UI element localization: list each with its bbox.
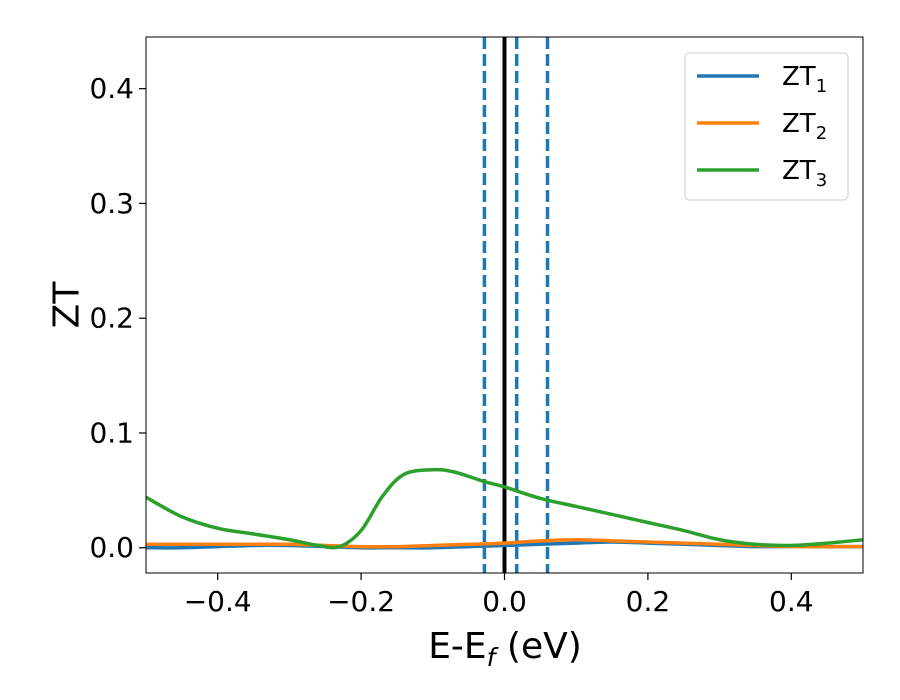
x-tick-label: 0.2 (626, 585, 671, 618)
x-axis-ticks: −0.4 −0.2 0.0 0.2 0.4 (184, 573, 814, 618)
series-line-zt3 (146, 467, 863, 550)
reference-lines (482, 37, 550, 573)
series-lines (146, 467, 863, 550)
y-tick-label: 0.0 (89, 531, 134, 564)
legend-label-zt1: ZT1 (782, 62, 827, 97)
legend-label-zt3: ZT3 (782, 156, 827, 191)
x-tick-label: −0.4 (184, 585, 252, 618)
y-tick-label: 0.4 (89, 72, 134, 105)
y-tick-label: 0.2 (89, 302, 134, 335)
x-axis-label: E-Ef (eV) (428, 626, 582, 672)
x-tick-label: 0.4 (769, 585, 814, 618)
x-tick-label: 0.0 (482, 585, 527, 618)
y-tick-label: 0.1 (89, 416, 134, 449)
y-axis-label: ZT (47, 281, 88, 329)
y-tick-label: 0.3 (89, 187, 134, 220)
legend-box (684, 52, 849, 201)
series-line-zt2 (146, 537, 863, 549)
legend: ZT1 ZT2 ZT3 (684, 52, 849, 201)
y-axis-ticks: 0.0 0.1 0.2 0.3 0.4 (89, 72, 146, 564)
legend-label-zt2: ZT2 (782, 109, 827, 144)
x-tick-label: −0.2 (327, 585, 395, 618)
